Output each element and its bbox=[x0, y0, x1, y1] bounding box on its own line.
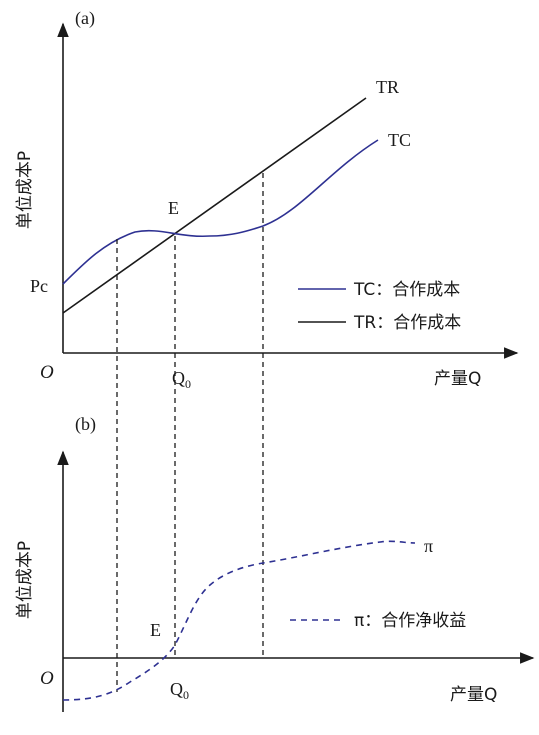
panel-b-label: (b) bbox=[75, 414, 96, 435]
panel-b-legend: π：合作净收益 bbox=[290, 611, 466, 631]
panel-a: (a) 单位成本P 产量Q O TR TC E Pc Q0 TC：合作成本 TR… bbox=[15, 8, 519, 391]
pc-label: Pc bbox=[30, 276, 48, 296]
tr-label: TR bbox=[376, 77, 399, 97]
pi-curve bbox=[62, 540, 416, 701]
pi-label: π bbox=[424, 536, 433, 556]
panel-a-origin-label: O bbox=[40, 362, 54, 383]
tc-label: TC bbox=[388, 130, 411, 150]
panel-a-legend: TC：合作成本 TR：合作成本 bbox=[298, 280, 461, 333]
point-e-label: E bbox=[168, 198, 179, 218]
legend-tc-text: TC：合作成本 bbox=[353, 280, 460, 300]
panel-b-y-axis-label: 单位成本P bbox=[15, 541, 35, 619]
q0-label-b: Q0 bbox=[170, 679, 189, 702]
panel-a-y-axis-label: 单位成本P bbox=[15, 151, 35, 229]
tc-curve bbox=[62, 139, 379, 285]
guide-lines bbox=[116, 173, 264, 692]
legend-tr-text: TR：合作成本 bbox=[353, 313, 461, 333]
panel-a-label: (a) bbox=[75, 8, 95, 29]
panel-b: (b) 单位成本P 产量Q O π E Q0 π：合作净收益 bbox=[15, 414, 535, 712]
point-e-label-b: E bbox=[150, 620, 161, 640]
panel-b-origin-label: O bbox=[40, 668, 54, 689]
panel-a-x-axis-label: 产量Q bbox=[434, 369, 481, 389]
tr-curve bbox=[62, 97, 367, 314]
panel-b-x-axis-label: 产量Q bbox=[450, 685, 497, 705]
legend-pi-text: π：合作净收益 bbox=[354, 611, 466, 631]
